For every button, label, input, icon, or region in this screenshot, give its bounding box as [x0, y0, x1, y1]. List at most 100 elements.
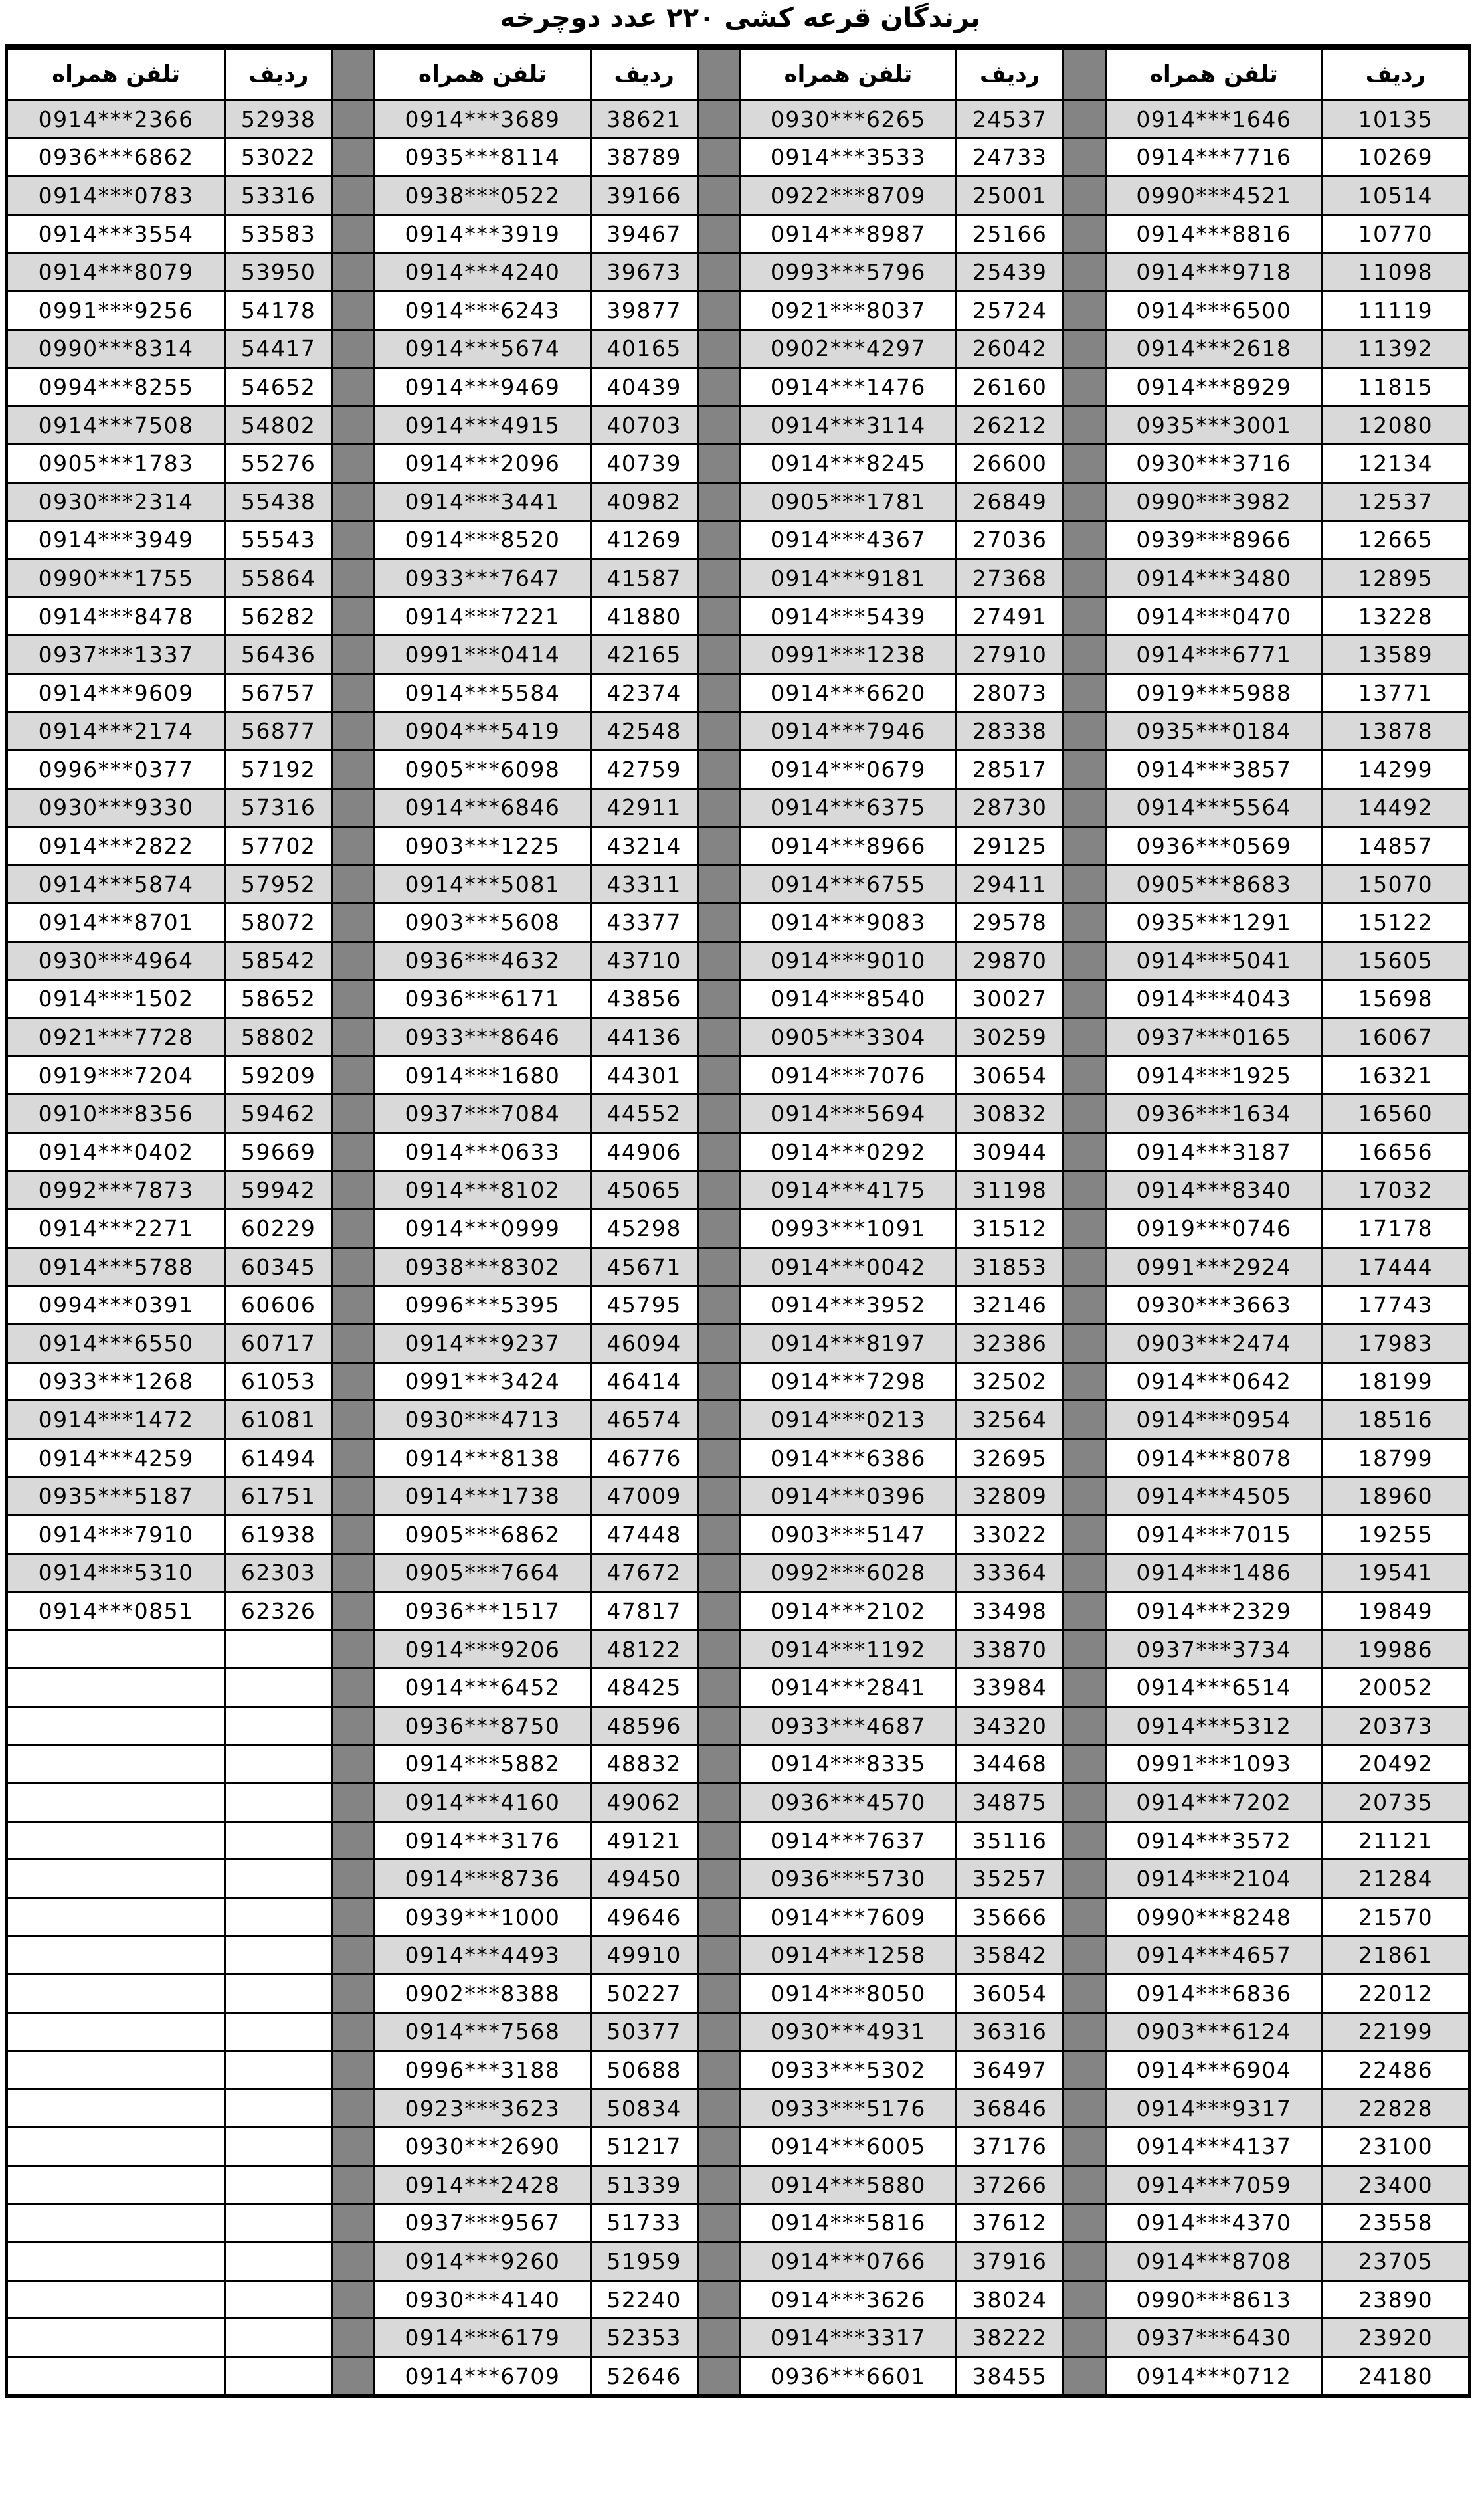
index-cell: 49450 — [589, 1858, 699, 1899]
index-cell: 12134 — [1321, 443, 1471, 484]
phone-cell: 0903***5147 — [739, 1514, 958, 1555]
index-cell — [224, 2241, 333, 2282]
index-cell: 53950 — [224, 252, 333, 292]
phone-cell: 0914***3533 — [739, 137, 958, 178]
index-cell: 35116 — [955, 1820, 1064, 1861]
index-cell: 15698 — [1321, 978, 1471, 1020]
index-cell: 58652 — [224, 978, 333, 1020]
index-cell: 11815 — [1321, 367, 1471, 407]
separator-cell — [331, 1858, 376, 1899]
phone-cell: 0914***7508 — [5, 405, 227, 446]
index-cell: 38024 — [955, 2279, 1064, 2320]
index-cell: 17743 — [1321, 1285, 1471, 1325]
table-row: 17444 0991***2924 31853 0914***0042 45671 093… — [5, 1246, 1471, 1287]
index-cell: 34468 — [955, 1744, 1064, 1785]
index-cell: 40982 — [589, 481, 699, 522]
separator-cell — [1062, 826, 1107, 866]
index-cell: 39166 — [589, 175, 699, 216]
phone-cell: 0914***3114 — [739, 405, 958, 446]
phone-cell — [5, 2165, 227, 2205]
index-cell: 30654 — [955, 1055, 1064, 1096]
separator-cell — [331, 252, 376, 292]
phone-cell: 0914***3949 — [5, 519, 227, 561]
phone-cell: 0914***9237 — [373, 1323, 592, 1364]
separator-cell — [1062, 2279, 1107, 2320]
separator-cell — [696, 672, 741, 713]
phone-cell: 0905***1783 — [5, 443, 227, 484]
phone-cell: 0914***7059 — [1105, 2165, 1323, 2205]
separator-cell — [331, 2165, 376, 2205]
phone-cell: 0914***4137 — [1105, 2126, 1323, 2167]
index-cell: 11392 — [1321, 328, 1471, 369]
separator-cell — [331, 1208, 376, 1249]
phone-cell: 0914***0402 — [5, 1132, 227, 1172]
index-cell: 32809 — [955, 1476, 1064, 1516]
phone-cell: 0930***2314 — [5, 481, 227, 522]
separator-cell — [1062, 290, 1107, 331]
index-cell: 29411 — [955, 863, 1064, 905]
index-cell: 23920 — [1321, 2317, 1471, 2359]
index-cell — [224, 2279, 333, 2320]
index-cell: 19255 — [1321, 1514, 1471, 1555]
phone-cell: 0914***7076 — [739, 1055, 958, 1096]
index-cell: 28338 — [955, 711, 1064, 752]
index-cell: 20735 — [1321, 1782, 1471, 1823]
separator-cell — [1062, 1361, 1107, 1402]
phone-cell: 0914***0292 — [739, 1132, 958, 1172]
phone-cell: 0914***1738 — [373, 1476, 592, 1516]
index-cell — [224, 2050, 333, 2090]
index-cell: 24180 — [1321, 2356, 1471, 2398]
phone-cell: 0914***8929 — [1105, 367, 1323, 407]
phone-cell: 0990***4521 — [1105, 175, 1323, 216]
index-cell: 35842 — [955, 1935, 1064, 1976]
index-cell: 59462 — [224, 1093, 333, 1134]
phone-cell: 0914***8520 — [373, 519, 592, 561]
table-row: 16321 0914***1925 30654 0914***7076 44301 091… — [5, 1055, 1471, 1096]
separator-cell — [331, 902, 376, 943]
phone-cell: 0914***0633 — [373, 1132, 592, 1172]
separator-cell — [331, 672, 376, 713]
phone-cell: 0914***9206 — [373, 1629, 592, 1670]
index-cell: 56282 — [224, 596, 333, 637]
index-cell: 26849 — [955, 481, 1064, 522]
table-row: 21570 0990***8248 35666 0914***7609 49646 093… — [5, 1896, 1471, 1937]
table-row: 18516 0914***0954 32564 0914***0213 46574 093… — [5, 1399, 1471, 1440]
phone-cell: 0914***3441 — [373, 481, 592, 522]
phone-cell: 0914***8079 — [5, 252, 227, 292]
separator-cell — [1062, 749, 1107, 790]
phone-cell: 0992***6028 — [739, 1552, 958, 1593]
phone-cell: 0914***7609 — [739, 1896, 958, 1937]
separator-cell — [331, 2050, 376, 2090]
separator-cell — [1062, 175, 1107, 216]
table-row: 18199 0914***0642 32502 0914***7298 46414 099… — [5, 1361, 1471, 1402]
phone-cell: 0923***3623 — [373, 2088, 592, 2129]
table-row: 12537 0990***3982 26849 0905***1781 40982 091… — [5, 481, 1471, 522]
index-cell: 10135 — [1321, 99, 1471, 139]
separator-cell — [696, 863, 741, 905]
separator-cell — [696, 519, 741, 561]
separator-cell — [696, 1667, 741, 1708]
separator-cell — [331, 1437, 376, 1479]
phone-cell: 0914***8966 — [739, 826, 958, 866]
phone-cell: 0914***8078 — [1105, 1437, 1323, 1479]
phone-cell: 0937***7084 — [373, 1093, 592, 1134]
index-cell: 26042 — [955, 328, 1064, 369]
phone-cell: 0914***6709 — [373, 2356, 592, 2398]
separator-cell — [696, 978, 741, 1020]
phone-cell: 0914***3317 — [739, 2317, 958, 2359]
phone-cell: 0914***5584 — [373, 672, 592, 713]
phone-cell: 0933***8646 — [373, 1017, 592, 1057]
separator-cell — [1062, 1705, 1107, 1746]
index-cell: 21284 — [1321, 1858, 1471, 1899]
separator-cell — [331, 1246, 376, 1287]
separator-cell — [331, 519, 376, 561]
separator-cell — [1062, 1858, 1107, 1899]
phone-cell — [5, 1820, 227, 1861]
separator-cell — [331, 1361, 376, 1402]
separator-cell — [696, 2317, 741, 2359]
index-cell: 56436 — [224, 634, 333, 675]
separator-cell — [1062, 1667, 1107, 1708]
index-cell: 32502 — [955, 1361, 1064, 1402]
phone-cell: 0914***7568 — [373, 2011, 592, 2052]
